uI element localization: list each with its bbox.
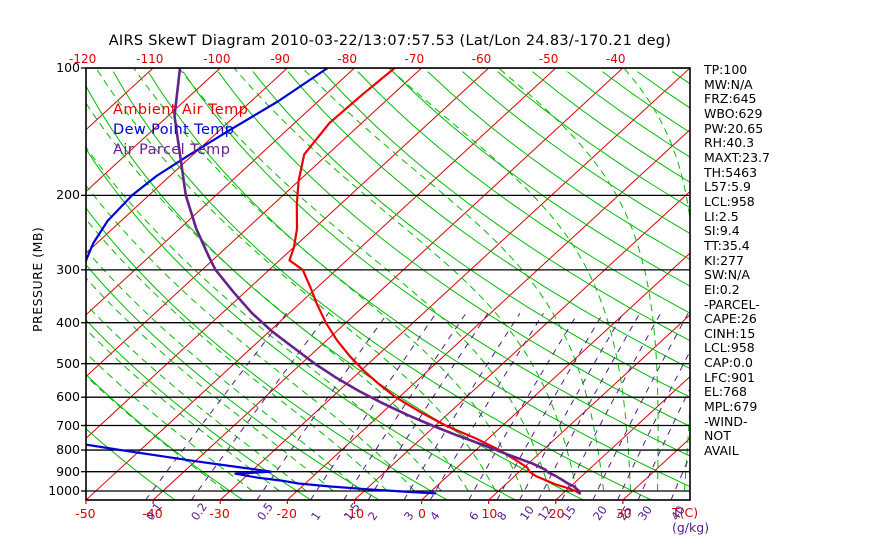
stat-line: NOT (704, 428, 731, 444)
stat-line: LI:2.5 (704, 208, 739, 224)
page-title: AIRS SkewT Diagram 2010-03-22/13:07:57.5… (108, 33, 672, 49)
legend-dew-point-temp: Dew Point Temp (113, 122, 235, 138)
stat-line: MPL:679 (704, 399, 758, 415)
bottom-temp-tick-0: 0 (417, 506, 426, 521)
stat-line: TP:100 (704, 62, 748, 77)
pressure-tick-300: 300 (56, 261, 80, 277)
stat-line: CAP:0.0 (704, 355, 753, 371)
bottom-temp-tick--10: -10 (343, 506, 365, 521)
stat-line: LCL:958 (704, 340, 755, 356)
stat-line: -WIND- (704, 413, 748, 429)
stat-line: FRZ:645 (704, 91, 757, 107)
x-axis-label-temperature: T(C) (672, 505, 699, 520)
sounding-stats-panel: TP:100 MW:N/A FRZ:645 WBO:629 PW:20.65 RH:40.… (704, 62, 864, 459)
top-temp-tick--50: -50 (538, 52, 559, 66)
legend-ambient-air-temp: Ambient Air Temp (113, 102, 249, 118)
stat-line: CINH:15 (704, 325, 756, 341)
bottom-temp-tick-20: 20 (548, 506, 565, 521)
top-temp-tick--60: -60 (471, 52, 492, 66)
stat-line: MAXT:23.7 (704, 149, 770, 165)
pressure-tick-100: 100 (56, 60, 80, 75)
bottom-temp-tick-30: 30 (615, 506, 632, 521)
stat-line: LCL:958 (704, 193, 755, 209)
pressure-tick-500: 500 (56, 355, 80, 371)
pressure-tick-800: 800 (56, 442, 80, 458)
stat-line: LFC:901 (704, 369, 755, 385)
stat-line: PW:20.65 (704, 120, 764, 136)
stat-line: EL:768 (704, 384, 747, 400)
stat-line: L57:5.9 (704, 179, 751, 195)
pressure-tick-400: 400 (56, 314, 80, 330)
top-temp-tick--90: -90 (270, 52, 290, 66)
bottom-temp-tick--40: -40 (142, 506, 163, 521)
top-temp-tick--80: -80 (337, 52, 358, 66)
stat-line: CAPE:26 (704, 311, 757, 327)
stat-line: SW:N/A (704, 267, 750, 283)
bottom-temp-tick--30: -30 (209, 506, 230, 521)
stat-line: -PARCEL- (704, 296, 760, 312)
top-temp-tick--100: -100 (203, 52, 231, 66)
stat-line: RH:40.3 (704, 135, 755, 151)
top-temp-tick--40: -40 (605, 52, 626, 66)
top-temp-tick--70: -70 (404, 52, 425, 66)
bottom-temp-tick--20: -20 (276, 506, 297, 521)
legend-air-parcel-temp: Air Parcel Temp (113, 142, 231, 158)
stat-line: TT:35.4 (704, 237, 750, 253)
pressure-tick-900: 900 (56, 463, 80, 479)
pressure-tick-700: 700 (56, 417, 80, 433)
stat-line: AVAIL (704, 443, 739, 459)
x-axis-label-mixing-ratio: (g/kg) (672, 520, 710, 535)
pressure-tick-200: 200 (56, 187, 80, 203)
top-temp-tick--120: -120 (69, 52, 97, 66)
stat-line: KI:277 (704, 252, 744, 268)
top-temp-tick--110: -110 (136, 52, 164, 66)
stat-line: EI:0.2 (704, 281, 740, 297)
bottom-temp-tick--50: -50 (75, 506, 96, 521)
stat-line: SI:9.4 (704, 223, 740, 239)
pressure-tick-1000: 1000 (48, 483, 80, 499)
bottom-temp-tick-10: 10 (481, 506, 498, 521)
pressure-tick-600: 600 (56, 389, 80, 405)
stat-line: MW:N/A (704, 76, 753, 92)
stat-line: WBO:629 (704, 105, 763, 121)
stat-line: TH:5463 (704, 164, 758, 180)
